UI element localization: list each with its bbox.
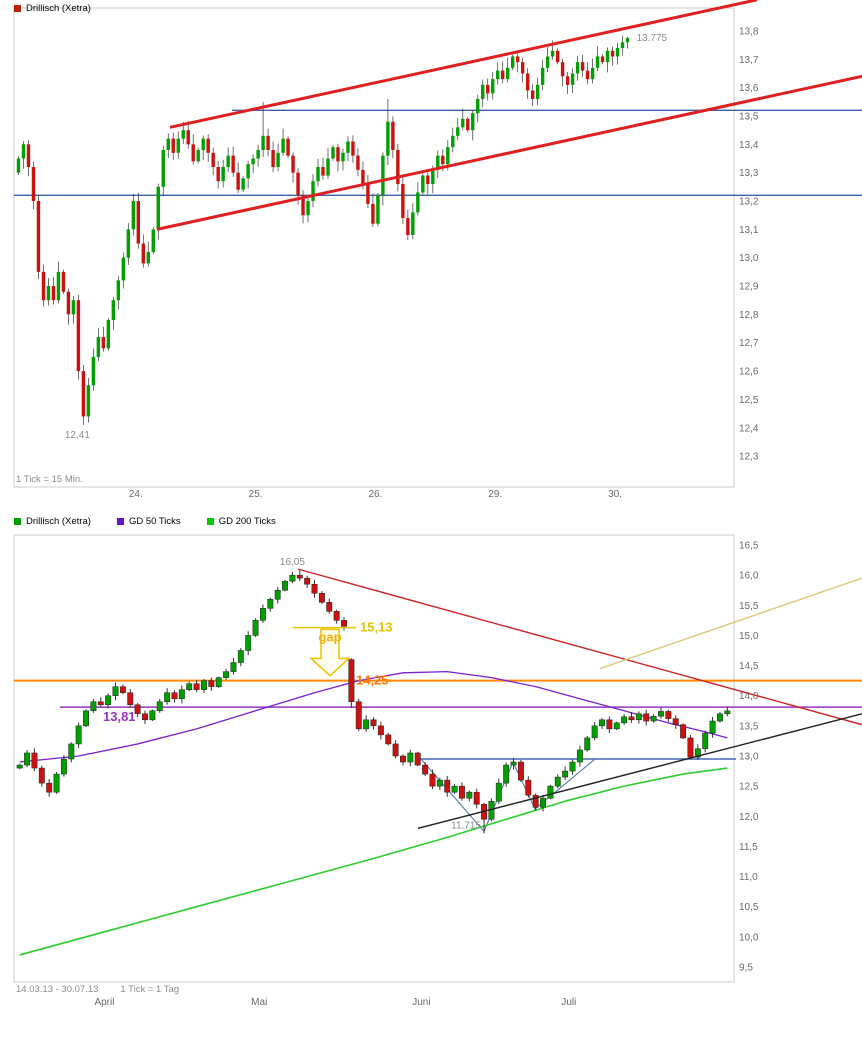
y-tick-label: 13,3 xyxy=(739,168,759,179)
y-tick-label: 12,3 xyxy=(739,452,759,463)
date-range: 14.03.13 - 30.07.13 xyxy=(16,984,99,995)
x-tick-label: 25. xyxy=(249,489,263,500)
ma-gd200 xyxy=(19,767,728,956)
tick-interval-note: 1 Tick = 1 Tag xyxy=(120,984,180,995)
y-tick-label: 10,0 xyxy=(739,932,759,943)
x-tick-label: Mai xyxy=(251,997,267,1008)
uptrend-black xyxy=(417,713,862,830)
level-label-13-81: 13,81 xyxy=(103,709,136,724)
y-tick-label: 16,0 xyxy=(739,571,759,582)
low-label-12-41: 12,41 xyxy=(65,430,90,441)
x-tick-label: 26. xyxy=(368,489,382,500)
legend-item: GD 200 Ticks xyxy=(206,516,276,527)
x-tick-label: 29. xyxy=(488,489,502,500)
y-tick-label: 14,5 xyxy=(739,661,759,672)
legend-item: GD 50 Ticks xyxy=(116,516,181,527)
series-swatch xyxy=(116,518,124,525)
gap-down-arrow xyxy=(309,628,351,677)
y-tick-label: 12,8 xyxy=(739,310,759,321)
series-swatch xyxy=(206,518,214,525)
y-axis-labels: 16,5 16,0 15,5 15,0 14,5 14,0 13,5 13,0 12,5 12,0… xyxy=(739,541,759,974)
legend-item: Drillisch (Xetra) xyxy=(14,516,91,527)
y-tick-label: 13,0 xyxy=(739,751,759,762)
peak-label-16-05: 16,05 xyxy=(280,557,305,568)
series-label: GD 50 Ticks xyxy=(128,516,181,527)
y-tick-label: 13,5 xyxy=(739,721,759,732)
y-tick-label: 13,8 xyxy=(739,26,759,37)
y-tick-label: 12,5 xyxy=(739,782,759,793)
candlestick-series xyxy=(16,36,630,425)
series-swatch xyxy=(14,518,21,525)
level-label-14-25: 14,25 xyxy=(356,673,389,688)
y-tick-label: 15,5 xyxy=(739,601,759,612)
intraday-legend: Drillisch (Xetra) xyxy=(14,3,91,14)
downtrend-red xyxy=(297,568,862,726)
y-tick-label: 13,7 xyxy=(739,55,759,66)
x-axis-labels: 24. 25. 26. 29. 30. xyxy=(129,489,622,500)
y-tick-label: 11,5 xyxy=(739,842,758,853)
y-tick-label: 13,6 xyxy=(739,83,759,94)
y-tick-label: 10,5 xyxy=(739,902,759,913)
y-tick-label: 12,0 xyxy=(739,812,759,823)
x-tick-label: Juni xyxy=(412,997,430,1008)
y-tick-label: 13,1 xyxy=(739,225,759,236)
y-tick-label: 16,5 xyxy=(739,541,759,552)
candlestick-series xyxy=(16,570,731,834)
y-tick-label: 12,4 xyxy=(739,423,759,434)
series-label: GD 200 Ticks xyxy=(218,516,276,527)
last-price-label: 13.775 xyxy=(637,33,668,44)
y-tick-label: 14,0 xyxy=(739,691,759,702)
channel-lower-red xyxy=(156,74,862,231)
y-tick-label: 12,5 xyxy=(739,395,759,406)
intraday-chart: 13.77512,4113,813,713,613,513,413,313,21… xyxy=(13,0,862,500)
level-label-15-13: 15,13 xyxy=(360,620,393,635)
y-tick-label: 12,6 xyxy=(739,367,759,378)
x-tick-label: April xyxy=(94,997,114,1008)
y-tick-label: 13,2 xyxy=(739,197,759,208)
x-axis-labels: April Mai Juni Juli xyxy=(94,997,576,1008)
y-tick-label: 15,0 xyxy=(739,631,759,642)
y-tick-label: 13,0 xyxy=(739,253,759,264)
gap-label: gap xyxy=(318,629,341,644)
uptrend-tan xyxy=(599,577,862,670)
series-label: Drillisch (Xetra) xyxy=(26,3,91,14)
low-label-11-715: 11,715 xyxy=(451,820,481,831)
y-tick-label: 9,5 xyxy=(739,962,753,973)
y-tick-label: 11,0 xyxy=(739,872,758,883)
date-range-note: 14.03.13 - 30.07.13 1 Tick = 1 Tag xyxy=(16,984,201,995)
plot-border xyxy=(13,7,735,488)
legend-item: Drillisch (Xetra) xyxy=(14,3,91,14)
y-tick-label: 13,4 xyxy=(739,140,759,151)
y-tick-label: 12,7 xyxy=(739,338,759,349)
x-tick-label: 24. xyxy=(129,489,143,500)
y-axis-labels: 13,8 13,7 13,6 13,5 13,4 13,3 13,2 13,1 13,0 12,9… xyxy=(739,26,759,462)
series-swatch xyxy=(14,5,21,12)
y-tick-label: 12,9 xyxy=(739,282,759,293)
series-label: Drillisch (Xetra) xyxy=(26,516,91,527)
x-tick-label: Juli xyxy=(561,997,576,1008)
daily-chart: 16,05 11,715 13,81 14,25 15,13 gap 16,5 16,0 15,… xyxy=(13,534,862,1008)
tick-interval-note: 1 Tick = 15 Min. xyxy=(16,474,83,485)
y-tick-label: 13,5 xyxy=(739,111,759,122)
channel-upper-red xyxy=(169,0,758,129)
daily-legend: Drillisch (Xetra) GD 50 Ticks GD 200 Tic… xyxy=(14,516,276,527)
x-tick-label: 30. xyxy=(608,489,622,500)
